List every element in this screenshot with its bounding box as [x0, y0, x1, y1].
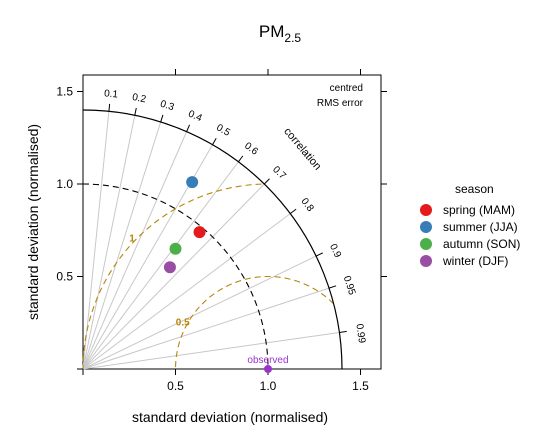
correlation-tick-label: 0.2 [131, 92, 147, 106]
plot-frame [82, 74, 382, 370]
correlation-tick [212, 138, 217, 145]
outer-sd-arc [82, 109, 343, 370]
legend-label: winter (DJF) [442, 254, 508, 268]
correlation-tick [263, 178, 270, 185]
y-axis: 0.5 1.0 1.5 [56, 85, 83, 370]
legend-marker [420, 204, 432, 216]
correlation-ray [82, 331, 340, 370]
correlation-ticks: 0.1 0.2 0.3 0.4 0.5 0.6 0.7 0.8 0.9 0.95 0.99 [104, 88, 368, 344]
correlation-tick [160, 114, 164, 123]
x-axis-label: standard deviation (normalised) [132, 409, 328, 425]
chart-title-main: PM [259, 22, 285, 41]
legend-title: season [455, 182, 494, 196]
correlation-ray [82, 121, 162, 370]
observed-label: observed [247, 355, 288, 366]
x-tick-label: 0.5 [167, 379, 184, 393]
legend-label: autumn (SON) [443, 237, 520, 251]
correlation-rays [82, 111, 340, 370]
correlation-tick [108, 103, 111, 112]
correlation-tick [186, 124, 191, 132]
correlation-tick-label: 0.7 [270, 164, 288, 182]
correlation-ray [82, 111, 110, 370]
correlation-tick-label: 0.9 [327, 242, 343, 260]
correlation-ray [82, 213, 291, 370]
rms-label-line1: centred [330, 83, 363, 94]
correlation-tick-label: 0.4 [186, 109, 204, 125]
chart-title: PM2.5 [259, 22, 302, 45]
legend-marker [420, 255, 432, 267]
correlation-ray [82, 161, 239, 370]
right-axis-ticks [381, 91, 387, 277]
correlation-tick-label: 0.95 [341, 275, 358, 297]
correlation-ray [82, 183, 265, 370]
rms-contour-label: 1 [129, 233, 135, 244]
legend-marker [420, 221, 432, 233]
correlation-tick-label: 0.99 [353, 323, 367, 344]
x-tick-label: 1.5 [352, 379, 369, 393]
top-axis-ticks [175, 69, 361, 75]
y-tick-label: 1.5 [56, 85, 73, 99]
correlation-tick-label: 0.1 [104, 88, 119, 100]
y-tick-label: 0.5 [56, 270, 73, 284]
correlation-ray [82, 287, 330, 370]
rms-contour [82, 183, 262, 370]
correlation-tick-label: 0.5 [214, 122, 232, 139]
correlation-tick [134, 107, 137, 116]
y-tick-label: 1.0 [56, 177, 73, 191]
correlation-ray [82, 255, 317, 370]
data-point [163, 261, 176, 274]
data-point [186, 176, 199, 189]
x-tick-label: 1.0 [260, 379, 277, 393]
observed-point [264, 365, 272, 373]
rms-label-line2: RMS error [317, 98, 364, 109]
rms-contour [174, 275, 334, 370]
legend-label: spring (MAM) [443, 203, 515, 217]
rms-contours: 0.51 [82, 183, 334, 370]
correlation-tick-label: 0.8 [298, 196, 315, 214]
data-point [193, 226, 206, 239]
correlation-tick [328, 285, 337, 289]
correlation-tick [237, 155, 244, 163]
correlation-tick [289, 208, 297, 215]
correlation-tick [315, 252, 323, 257]
chart-title-subscript: 2.5 [284, 31, 301, 45]
data-points [163, 176, 206, 274]
correlation-axis-label: correlation [281, 126, 323, 173]
correlation-tick-label: 0.3 [159, 99, 176, 114]
rms-contour-label: 0.5 [176, 317, 190, 328]
correlation-tick-label: 0.6 [242, 140, 260, 157]
legend: season spring (MAM) summer (JJA) autumn (S… [420, 182, 520, 268]
correlation-ray [82, 131, 188, 370]
x-axis: 0.5 1.0 1.5 [82, 369, 369, 393]
data-point [169, 242, 182, 255]
observed-sd-arc [82, 183, 269, 370]
correlation-tick [339, 330, 347, 333]
legend-label: summer (JJA) [443, 220, 518, 234]
correlation-ray [82, 115, 136, 370]
legend-marker [420, 238, 432, 250]
y-axis-label: standard deviation (normalised) [25, 124, 41, 320]
